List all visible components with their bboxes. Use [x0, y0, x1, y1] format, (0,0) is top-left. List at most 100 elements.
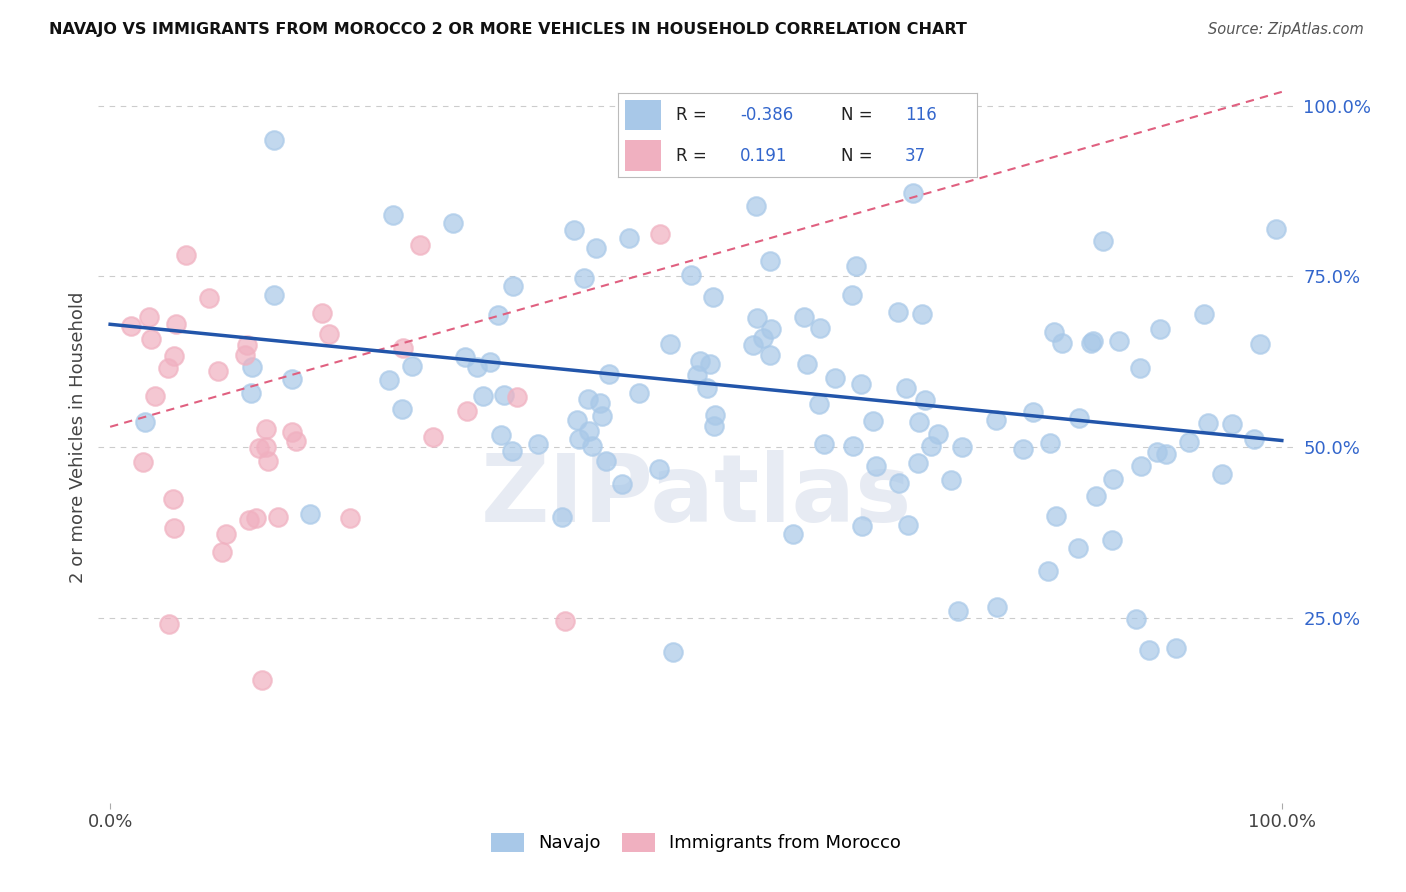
Point — [1129, 361, 1152, 376]
Point — [245, 511, 267, 525]
Point — [252, 673, 274, 687]
Point — [793, 310, 815, 325]
Point — [1194, 307, 1216, 321]
Point — [280, 425, 302, 439]
Point — [627, 386, 650, 401]
Point — [1154, 447, 1177, 461]
Point — [391, 401, 413, 416]
Point — [610, 477, 633, 491]
Point — [595, 454, 617, 468]
Point — [911, 307, 934, 321]
Point — [263, 133, 285, 147]
Point — [486, 308, 509, 322]
Point — [745, 310, 768, 325]
Point — [810, 321, 832, 335]
Point — [841, 288, 863, 302]
Point — [585, 242, 607, 256]
Point — [1085, 489, 1108, 503]
Point — [1178, 435, 1201, 450]
Point — [263, 288, 285, 302]
Point — [908, 415, 931, 429]
Point — [554, 614, 576, 628]
Point — [551, 510, 574, 524]
Point — [505, 391, 527, 405]
Point — [1091, 234, 1114, 248]
Point — [211, 545, 233, 559]
Point — [984, 412, 1007, 426]
Point — [1038, 436, 1060, 450]
Point — [1045, 508, 1067, 523]
Point — [240, 359, 263, 374]
Point — [479, 355, 502, 369]
Point — [501, 443, 523, 458]
Point — [235, 337, 257, 351]
Point — [441, 216, 464, 230]
Point — [699, 358, 721, 372]
Point — [318, 326, 340, 341]
Point — [578, 424, 600, 438]
Point — [562, 223, 585, 237]
Point — [759, 348, 782, 362]
Point — [948, 604, 970, 618]
Point — [162, 491, 184, 506]
Point — [471, 389, 494, 403]
Point — [1101, 533, 1123, 547]
Point — [1243, 432, 1265, 446]
Legend: Navajo, Immigrants from Morocco: Navajo, Immigrants from Morocco — [484, 826, 908, 860]
Point — [752, 330, 775, 344]
Point — [813, 436, 835, 450]
Point — [267, 510, 290, 524]
Point — [887, 475, 910, 490]
Point — [986, 600, 1008, 615]
Point — [589, 396, 612, 410]
Point — [824, 371, 846, 385]
Point — [1264, 222, 1286, 236]
Point — [1022, 405, 1045, 419]
Point — [1036, 564, 1059, 578]
Point — [1125, 612, 1147, 626]
Point — [1012, 442, 1035, 456]
Point — [568, 433, 591, 447]
Point — [139, 332, 162, 346]
Point — [903, 186, 925, 200]
Point — [1069, 410, 1091, 425]
Point — [914, 392, 936, 407]
Point — [174, 248, 197, 262]
Y-axis label: 2 or more Vehicles in Household: 2 or more Vehicles in Household — [69, 292, 87, 582]
Point — [197, 291, 219, 305]
Point — [658, 337, 681, 351]
Point — [689, 354, 711, 368]
Point — [796, 357, 818, 371]
Point — [1211, 467, 1233, 481]
Point — [254, 440, 277, 454]
Point — [489, 428, 512, 442]
Point — [782, 527, 804, 541]
Point — [502, 279, 524, 293]
Point — [845, 259, 868, 273]
Point — [759, 322, 782, 336]
Point — [1081, 334, 1104, 348]
Point — [409, 237, 432, 252]
Point — [131, 455, 153, 469]
Point — [138, 310, 160, 324]
Point — [238, 513, 260, 527]
Point — [920, 439, 942, 453]
Point — [1164, 641, 1187, 656]
Point — [467, 360, 489, 375]
Point — [1137, 642, 1160, 657]
Point — [1146, 445, 1168, 459]
Point — [703, 419, 725, 434]
Point — [239, 386, 262, 401]
Point — [574, 270, 596, 285]
Point — [1149, 321, 1171, 335]
Point — [392, 342, 415, 356]
Point — [257, 453, 280, 467]
Point — [381, 208, 404, 222]
Point — [939, 473, 962, 487]
Point — [284, 434, 307, 449]
Point — [281, 372, 304, 386]
Point — [254, 422, 277, 436]
Point — [849, 376, 872, 391]
Point — [598, 368, 620, 382]
Point — [1050, 336, 1073, 351]
